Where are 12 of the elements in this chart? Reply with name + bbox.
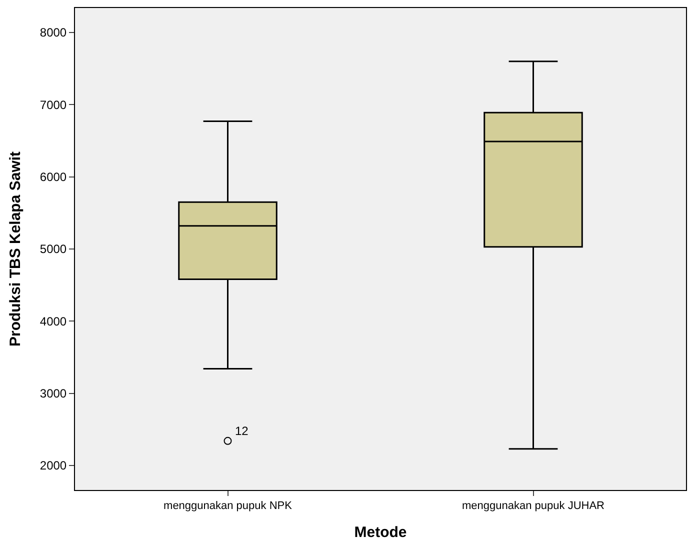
y-axis-title: Produksi TBS Kelapa Sawit xyxy=(7,151,24,347)
y-tick-label: 8000 xyxy=(40,26,67,40)
y-tick-label: 2000 xyxy=(40,458,67,473)
x-tick-label: menggunakan pupuk JUHAR xyxy=(462,500,605,512)
x-tick-label: menggunakan pupuk NPK xyxy=(164,500,293,512)
y-tick-label: 7000 xyxy=(40,98,67,112)
y-tick-label: 3000 xyxy=(40,386,67,401)
y-tick-label: 5000 xyxy=(40,242,67,256)
x-axis-title: Metode xyxy=(354,524,407,542)
y-tick-label: 4000 xyxy=(40,314,67,328)
y-tick-label: 6000 xyxy=(40,170,67,184)
annotation: 12 xyxy=(235,424,249,438)
